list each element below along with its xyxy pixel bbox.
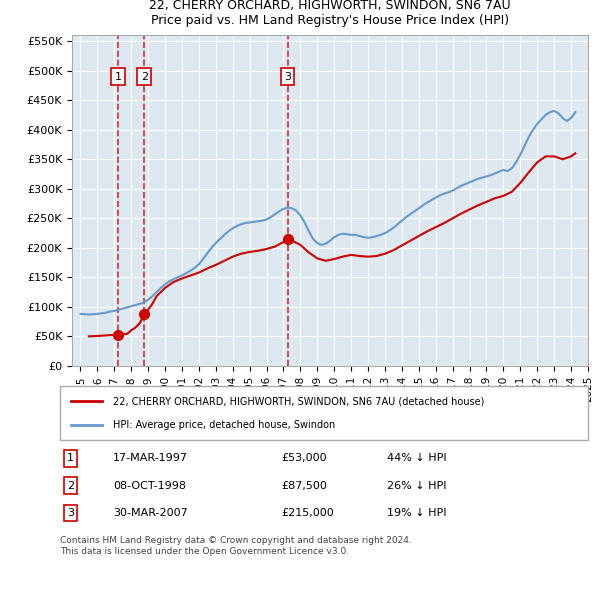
Text: 3: 3 [67, 508, 74, 518]
Text: Contains HM Land Registry data © Crown copyright and database right 2024.
This d: Contains HM Land Registry data © Crown c… [60, 536, 412, 556]
Text: 26% ↓ HPI: 26% ↓ HPI [388, 481, 447, 491]
Text: 3: 3 [284, 72, 291, 81]
Text: 2: 2 [67, 481, 74, 491]
Text: 22, CHERRY ORCHARD, HIGHWORTH, SWINDON, SN6 7AU (detached house): 22, CHERRY ORCHARD, HIGHWORTH, SWINDON, … [113, 396, 484, 407]
Text: £87,500: £87,500 [282, 481, 328, 491]
FancyBboxPatch shape [60, 386, 588, 440]
Text: 1: 1 [67, 453, 74, 463]
Text: £53,000: £53,000 [282, 453, 328, 463]
Text: £215,000: £215,000 [282, 508, 335, 518]
Text: 19% ↓ HPI: 19% ↓ HPI [388, 508, 447, 518]
Text: HPI: Average price, detached house, Swindon: HPI: Average price, detached house, Swin… [113, 419, 335, 430]
Text: 1: 1 [115, 72, 121, 81]
Text: 44% ↓ HPI: 44% ↓ HPI [388, 453, 447, 463]
Text: 2: 2 [140, 72, 148, 81]
Text: 30-MAR-2007: 30-MAR-2007 [113, 508, 188, 518]
Title: 22, CHERRY ORCHARD, HIGHWORTH, SWINDON, SN6 7AU
Price paid vs. HM Land Registry': 22, CHERRY ORCHARD, HIGHWORTH, SWINDON, … [149, 0, 511, 27]
Text: 08-OCT-1998: 08-OCT-1998 [113, 481, 186, 491]
Text: 17-MAR-1997: 17-MAR-1997 [113, 453, 188, 463]
